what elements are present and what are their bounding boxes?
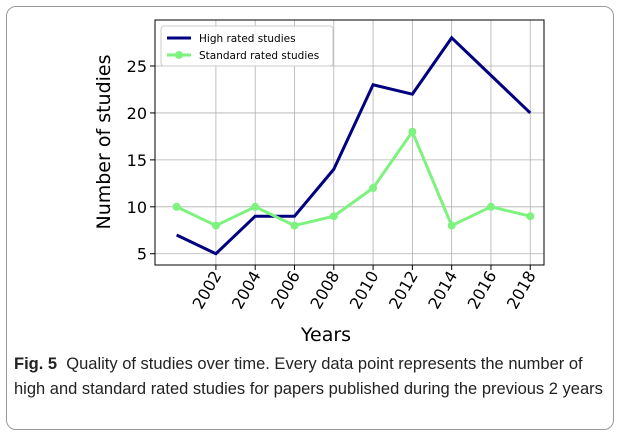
y-axis-label: Number of studies [93,54,115,229]
data-point [486,202,495,211]
plot-frame [154,19,545,266]
legend-marker [175,51,183,59]
y-tick-label: 20 [127,104,147,123]
x-tick-label: 2016 [464,268,501,313]
series-line [175,35,532,256]
x-tick-label: 2002 [189,268,226,313]
x-tick-label: 2010 [346,268,383,313]
y-tick-label: 10 [127,198,147,217]
x-tick-label: 2004 [228,268,265,313]
x-tick-label: 2012 [385,268,422,313]
data-point [369,184,378,193]
data-point [408,127,417,136]
legend-label: High rated studies [199,33,296,45]
x-tick-label: 2008 [306,268,343,313]
x-tick-label: 2018 [503,268,540,313]
x-tick-label: 2006 [267,268,304,313]
data-point [172,202,181,211]
legend-box [160,25,334,67]
x-tick-label: 2014 [424,268,461,313]
data-point [290,221,299,230]
y-tick-label: 25 [127,57,147,76]
caption: Fig. 5 Quality of studies over time. Eve… [14,352,610,402]
data-point [251,202,260,211]
caption-label: Fig. 5 [14,355,58,373]
series-line [175,128,531,228]
caption-text: Quality of studies over time. Every data… [14,355,603,398]
data-point [329,212,338,221]
y-tick-label: 5 [137,245,147,264]
y-tick-label: 15 [127,151,147,170]
figure-frame [6,6,614,430]
x-axis-label: Years [300,324,351,346]
legend-label: Standard rated studies [199,50,319,62]
data-point [211,221,220,230]
data-point [447,221,456,230]
data-point [526,212,535,221]
